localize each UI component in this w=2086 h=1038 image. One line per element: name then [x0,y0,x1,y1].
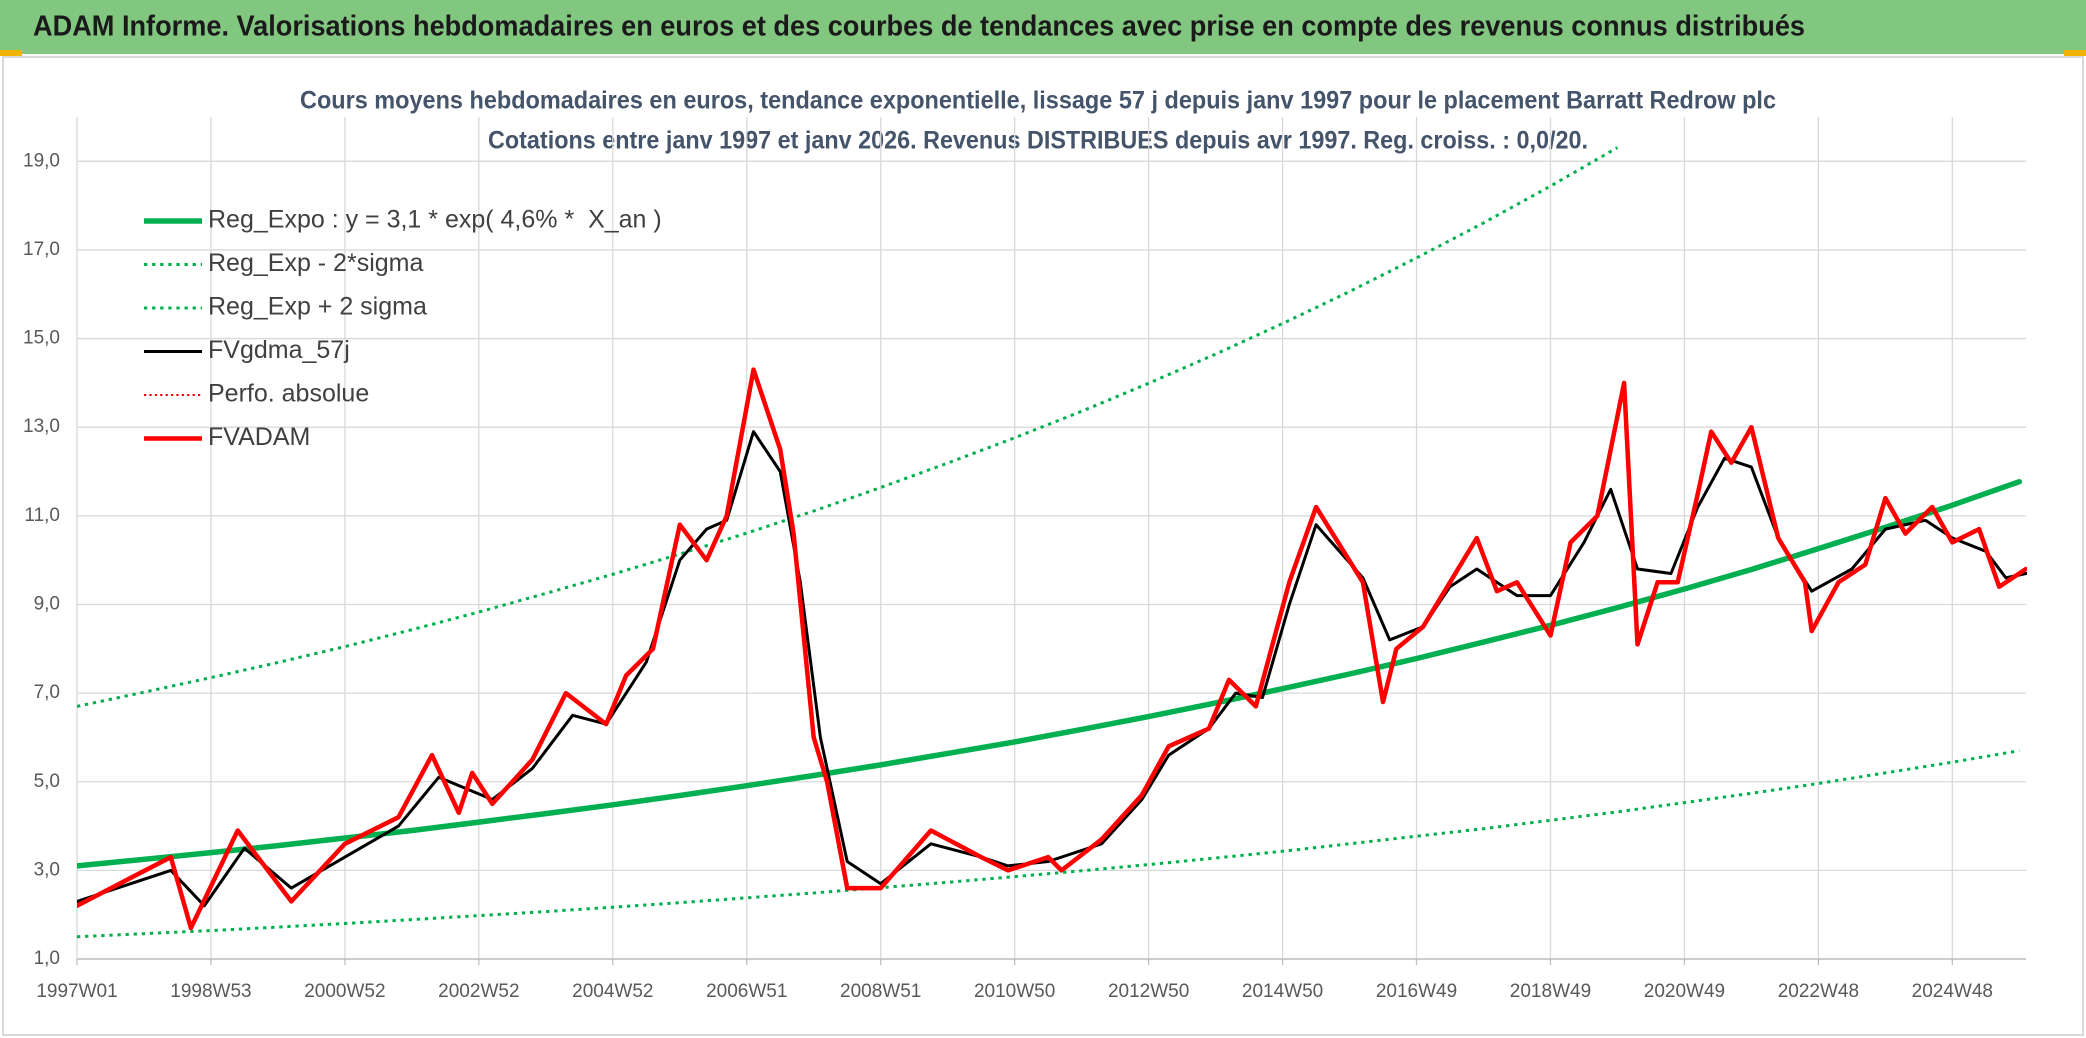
chart-subtitle: Cours moyens hebdomadaires en euros, ten… [300,87,1776,115]
chart-title: ADAM Informe. Valorisations hebdomadaire… [33,11,1805,43]
x-tick-label: 2020W49 [1644,981,1725,1002]
y-tick-label: 7,0 [34,682,60,703]
x-tick-label: 1998W53 [170,981,251,1002]
legend-label: FVADAM [208,423,310,451]
corner-mark [2064,50,2086,56]
grid: 1,0 3,0 5,0 7,0 9,0 11,0 13,0 15,0 17,0 19,0 1997W… [23,117,2026,1002]
legend-label: Reg_Exp + 2 sigma [208,293,427,321]
legend-label: FVgdma_57j [208,336,350,364]
x-tick-label: 2008W51 [840,981,921,1002]
x-tick-label: 2024W48 [1912,981,1993,1002]
x-tick-label: 2016W49 [1376,981,1457,1002]
y-tick-label: 3,0 [34,859,60,880]
legend-label: Reg_Expo : y = 3,1 * exp( 4,6% * X_an ) [208,206,662,234]
legend: Reg_Expo : y = 3,1 * exp( 4,6% * X_an ) R… [144,206,662,451]
y-tick-label: 15,0 [23,328,60,349]
series-line [77,478,2023,869]
chart-subtitle: Cotations entre janv 1997 et janv 2026. … [488,127,1588,155]
y-tick-label: 17,0 [23,239,60,260]
corner-mark [0,50,22,56]
y-tick-label: 13,0 [23,416,60,437]
x-tick-label: 2014W50 [1242,981,1323,1002]
x-tick-label: 2004W52 [572,981,653,1002]
chart-frame [2,56,2084,1036]
series-line [77,146,1619,708]
series-line [77,749,2020,939]
series-line [77,430,2027,908]
legend-label: Reg_Exp - 2*sigma [208,249,423,277]
header-bar [0,0,2086,54]
y-tick-label: 5,0 [34,771,60,792]
y-tick-label: 9,0 [34,593,60,614]
x-tick-label: 2000W52 [304,981,385,1002]
x-tick-label: 2002W52 [438,981,519,1002]
y-tick-label: 11,0 [24,505,60,526]
x-tick-label: 1997W01 [36,981,117,1002]
legend-label: Perfo. absolue [208,380,369,408]
x-tick-label: 2022W48 [1778,981,1859,1002]
series-line [77,367,2027,931]
x-tick-label: 2010W50 [974,981,1055,1002]
x-tick-label: 2006W51 [706,981,787,1002]
x-tick-label: 2018W49 [1510,981,1591,1002]
plot-area [77,146,2027,939]
y-tick-label: 1,0 [34,948,60,969]
y-tick-label: 19,0 [23,150,60,171]
x-tick-label: 2012W50 [1108,981,1189,1002]
